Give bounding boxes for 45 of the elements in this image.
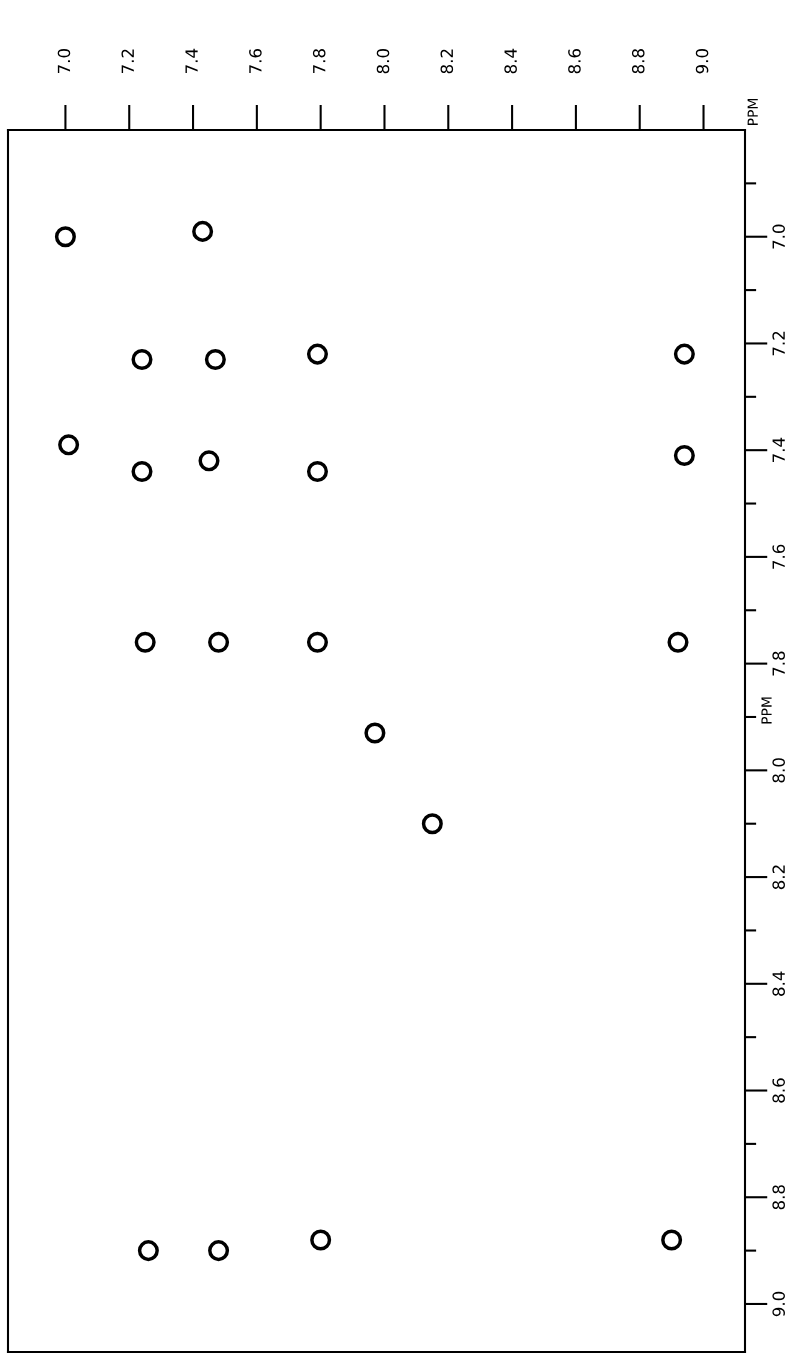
y-tick-label: 7.6 — [772, 544, 785, 569]
point — [58, 434, 80, 456]
point — [208, 1240, 230, 1262]
point — [54, 226, 76, 248]
x-tick-label: 7.0 — [57, 49, 71, 74]
point — [364, 722, 386, 744]
point — [306, 461, 328, 483]
point — [204, 348, 226, 370]
y-tick-label: 7.4 — [772, 437, 785, 463]
y-axis-title: PPM — [761, 697, 772, 724]
y-tick-label: 7.2 — [772, 331, 785, 356]
y-tick-label: 7.8 — [772, 651, 785, 676]
point — [131, 348, 153, 370]
y-tick-label: 8.0 — [772, 758, 785, 783]
x-tick-label: 7.4 — [185, 48, 198, 74]
point — [421, 813, 443, 835]
point — [208, 631, 230, 653]
y-tick-label: 9.0 — [772, 1291, 785, 1317]
y-tick-label: 8.4 — [772, 971, 785, 996]
point — [198, 450, 220, 472]
point — [137, 1240, 159, 1262]
point — [661, 1229, 683, 1251]
point — [310, 1229, 332, 1251]
point — [192, 220, 214, 242]
point — [673, 444, 695, 467]
text: PPM — [747, 98, 758, 125]
x-tick-label: 7.8 — [312, 49, 326, 74]
x-tick-label: 8.4 — [504, 48, 517, 74]
x-tick-label: 8.8 — [631, 49, 645, 74]
point — [667, 631, 689, 653]
x-tick-label: 8.0 — [376, 49, 390, 74]
point — [134, 631, 156, 653]
point — [673, 343, 695, 365]
point — [306, 631, 328, 653]
x-tick-label: 7.6 — [249, 48, 262, 74]
x-tick-label: 8.6 — [568, 48, 581, 74]
x-tick-label: 7.2 — [121, 49, 134, 74]
y-tick-label: 8.6 — [772, 1078, 785, 1103]
y-tick-label: 7.0 — [772, 224, 785, 249]
x-tick-label: 8.2 — [440, 49, 454, 74]
point — [131, 461, 153, 483]
y-tick-label: 8.8 — [772, 1185, 785, 1210]
x-tick-label: 9.0 — [695, 49, 709, 74]
point — [306, 343, 328, 365]
y-tick-label: 8.2 — [772, 865, 785, 890]
